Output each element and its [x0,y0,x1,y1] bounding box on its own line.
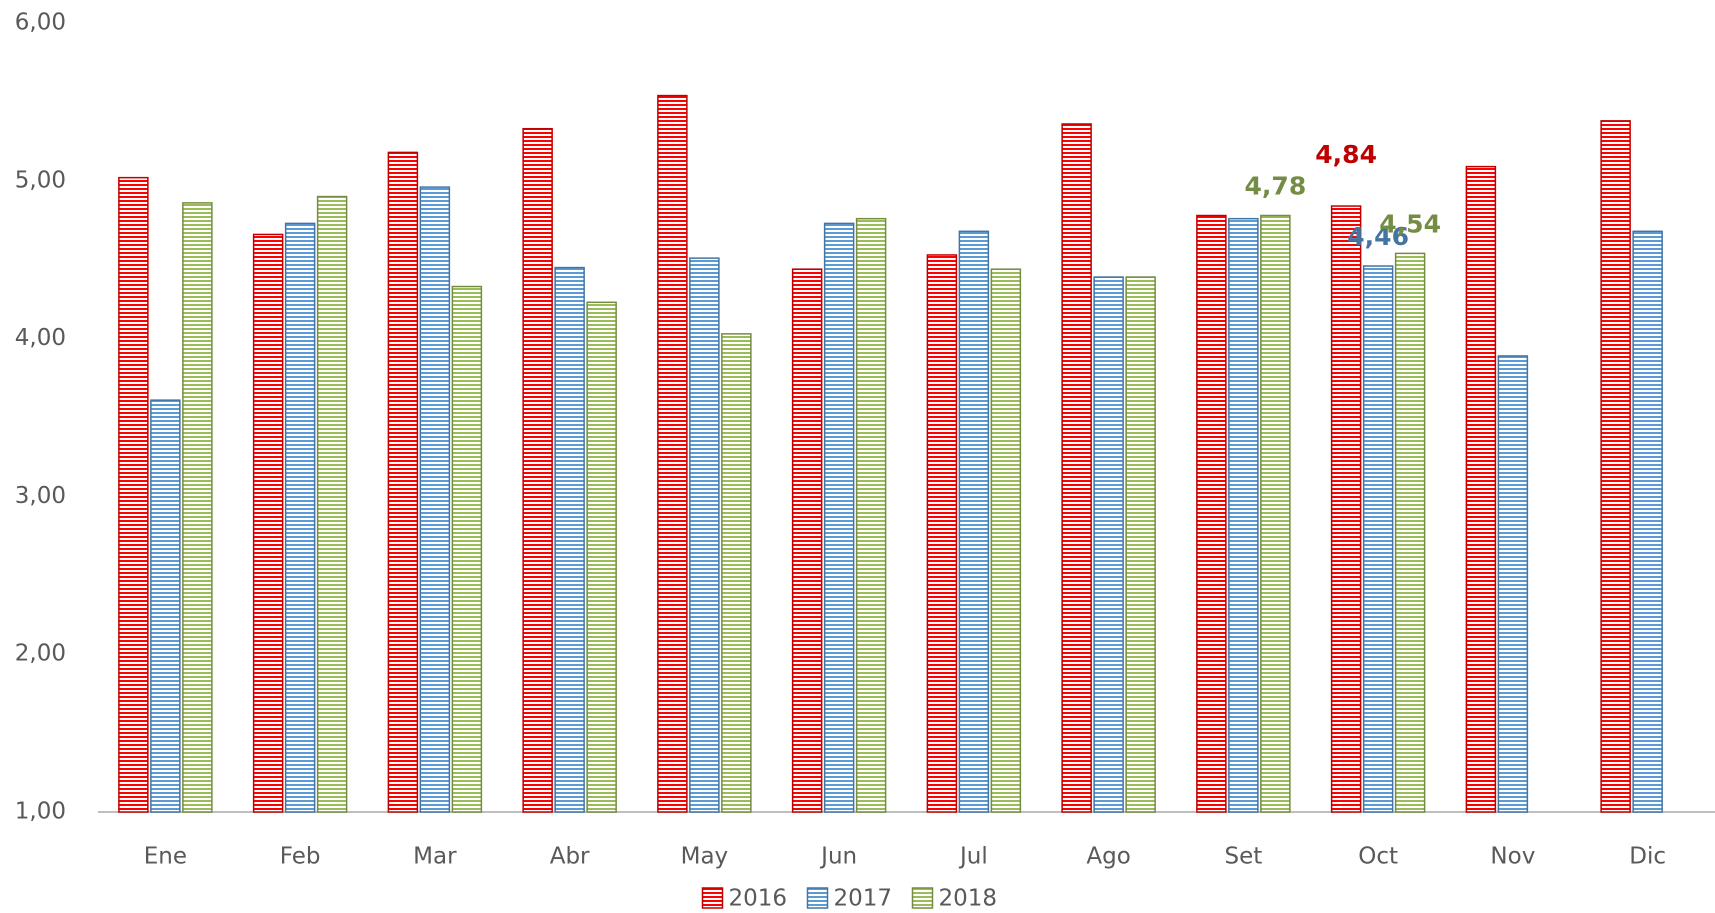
bar [657,94,688,813]
legend-swatch [911,887,934,909]
x-tick-label: Jun [819,844,857,870]
y-tick-label: 1,00 [15,799,66,825]
data-label: 4,46 [1347,222,1409,251]
bar [689,257,720,813]
bar [1196,214,1227,813]
bar [419,186,451,813]
bar [554,266,585,813]
legend-label: 2018 [939,886,998,912]
x-tick-label: Abr [550,844,590,870]
legend-swatch [806,887,829,909]
x-tick-label: Feb [280,844,321,870]
bar [1093,276,1124,813]
data-label: 4,84 [1315,140,1377,169]
bar [1600,120,1631,813]
bar [284,222,316,813]
legend-label: 2017 [834,886,893,912]
x-tick-label: Ago [1086,844,1130,870]
bar [1632,230,1663,813]
bar [1362,265,1394,813]
y-tick-label: 2,00 [15,641,66,667]
bar [1125,276,1156,813]
x-tick-label: Jul [958,844,988,870]
x-tick-label: Nov [1490,844,1535,870]
bar [586,301,617,813]
bar [316,195,348,813]
bar [118,176,149,813]
data-label: 4,54 [1379,209,1441,238]
bar [1497,355,1529,813]
y-tick-label: 5,00 [15,167,66,193]
bar [823,222,855,813]
x-tick-label: Dic [1629,844,1666,870]
bar [1330,205,1362,813]
y-tick-label: 6,00 [15,10,66,36]
bar [958,230,990,813]
bar [1394,252,1426,813]
bar [522,127,553,813]
y-tick-label: 3,00 [15,483,66,509]
bar [1228,217,1259,813]
x-tick-label: Oct [1358,844,1398,870]
legend-label: 2016 [729,886,788,912]
x-tick-label: Set [1224,844,1262,870]
data-label: 4,78 [1245,172,1307,201]
x-tick-label: Mar [413,844,457,870]
bar [252,233,284,813]
bar [990,268,1022,813]
y-tick-label: 4,00 [15,325,66,351]
bar [182,202,213,813]
bar [791,268,823,813]
x-tick-label: May [681,844,729,870]
bar [150,399,181,813]
bar [451,285,483,813]
bar [926,254,958,813]
bar [721,333,752,813]
bar [387,151,419,813]
x-tick-label: Ene [144,844,187,870]
bar [1465,165,1497,813]
bar [855,217,887,813]
bar [1260,214,1291,813]
bar [1061,123,1092,813]
legend-swatch [701,887,724,909]
